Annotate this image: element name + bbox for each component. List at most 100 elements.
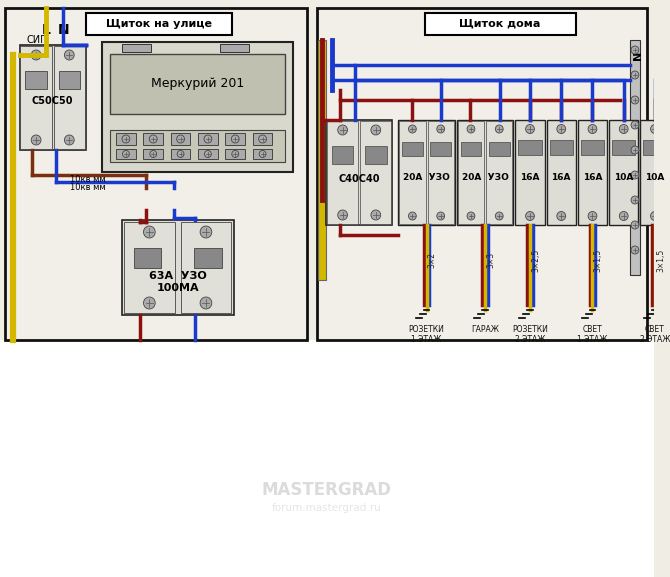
- Bar: [318, 40, 326, 280]
- Text: 16А: 16А: [583, 173, 602, 182]
- Circle shape: [467, 212, 475, 220]
- Circle shape: [619, 125, 628, 133]
- Circle shape: [232, 151, 239, 158]
- Bar: [103, 42, 293, 172]
- Bar: [54, 46, 85, 149]
- Bar: [365, 146, 387, 164]
- Circle shape: [631, 246, 639, 254]
- Bar: [581, 140, 604, 155]
- Text: Меркурий 201: Меркурий 201: [151, 77, 245, 91]
- Bar: [489, 142, 509, 156]
- Circle shape: [495, 125, 503, 133]
- Bar: [515, 120, 545, 225]
- Circle shape: [259, 151, 266, 158]
- Bar: [111, 54, 285, 114]
- Circle shape: [409, 212, 416, 220]
- Bar: [198, 149, 218, 159]
- Text: 10кв мм: 10кв мм: [70, 174, 106, 183]
- Bar: [0, 340, 654, 577]
- Bar: [122, 44, 151, 52]
- Text: 3×1,5: 3×1,5: [594, 248, 603, 272]
- Circle shape: [31, 50, 41, 60]
- Circle shape: [338, 210, 348, 220]
- Text: ГАРАЖ: ГАРАЖ: [471, 325, 499, 334]
- Circle shape: [338, 125, 348, 135]
- Circle shape: [200, 297, 212, 309]
- Circle shape: [631, 196, 639, 204]
- Bar: [360, 121, 391, 224]
- Text: СИП: СИП: [26, 35, 48, 45]
- Text: C40C40: C40C40: [338, 174, 380, 183]
- Bar: [86, 13, 232, 35]
- Bar: [430, 142, 451, 156]
- Circle shape: [64, 135, 74, 145]
- Circle shape: [143, 297, 155, 309]
- Bar: [143, 149, 163, 159]
- Bar: [198, 133, 218, 145]
- Bar: [253, 133, 272, 145]
- Bar: [458, 121, 484, 224]
- Bar: [226, 149, 245, 159]
- Bar: [427, 121, 454, 224]
- Text: 16А: 16А: [551, 173, 571, 182]
- Text: 3×3: 3×3: [486, 252, 496, 268]
- Bar: [461, 142, 481, 156]
- Bar: [58, 71, 80, 89]
- Text: 3×2: 3×2: [428, 252, 437, 268]
- Circle shape: [557, 125, 565, 133]
- Circle shape: [371, 210, 381, 220]
- Circle shape: [619, 212, 628, 220]
- Circle shape: [231, 135, 239, 143]
- Text: L: L: [42, 23, 50, 37]
- Text: СВЕТ
2 ЭТАЖ: СВЕТ 2 ЭТАЖ: [640, 325, 670, 344]
- Circle shape: [467, 125, 475, 133]
- Text: 3×2,5: 3×2,5: [531, 248, 541, 272]
- Circle shape: [631, 46, 639, 54]
- Circle shape: [631, 121, 639, 129]
- Bar: [220, 44, 249, 52]
- Circle shape: [526, 125, 535, 133]
- Bar: [253, 149, 272, 159]
- Bar: [402, 142, 423, 156]
- Bar: [124, 222, 175, 313]
- Circle shape: [631, 221, 639, 229]
- Bar: [457, 120, 513, 225]
- Bar: [226, 133, 245, 145]
- Circle shape: [631, 171, 639, 179]
- Bar: [116, 149, 136, 159]
- Text: 20А  УЗО: 20А УЗО: [462, 173, 509, 182]
- Bar: [111, 130, 285, 162]
- Circle shape: [123, 151, 129, 158]
- Text: 10А: 10А: [645, 173, 665, 182]
- Circle shape: [204, 135, 212, 143]
- Text: 63А  УЗО
100МА: 63А УЗО 100МА: [149, 271, 207, 293]
- Circle shape: [371, 125, 381, 135]
- Text: 20А  УЗО: 20А УЗО: [403, 173, 450, 182]
- Bar: [547, 120, 576, 225]
- Bar: [578, 120, 607, 225]
- Bar: [486, 121, 513, 224]
- Circle shape: [177, 151, 184, 158]
- Bar: [317, 8, 647, 340]
- Circle shape: [259, 135, 267, 143]
- Bar: [194, 248, 222, 268]
- Circle shape: [122, 135, 130, 143]
- Bar: [134, 248, 161, 268]
- Text: 3×1,5: 3×1,5: [657, 248, 665, 272]
- Text: Щиток дома: Щиток дома: [459, 19, 541, 29]
- Circle shape: [64, 50, 74, 60]
- Bar: [122, 220, 234, 315]
- Bar: [399, 121, 425, 224]
- Text: C50C50: C50C50: [32, 96, 74, 107]
- Circle shape: [526, 212, 535, 220]
- Circle shape: [631, 146, 639, 154]
- Circle shape: [437, 125, 445, 133]
- Text: РОЗЕТКИ
2 ЭТАЖ: РОЗЕТКИ 2 ЭТАЖ: [512, 325, 548, 344]
- Circle shape: [149, 135, 157, 143]
- Bar: [630, 40, 641, 275]
- Circle shape: [651, 212, 659, 220]
- Circle shape: [150, 151, 157, 158]
- Circle shape: [204, 151, 211, 158]
- Circle shape: [31, 135, 41, 145]
- Text: СВЕТ
1 ЭТАЖ: СВЕТ 1 ЭТАЖ: [578, 325, 608, 344]
